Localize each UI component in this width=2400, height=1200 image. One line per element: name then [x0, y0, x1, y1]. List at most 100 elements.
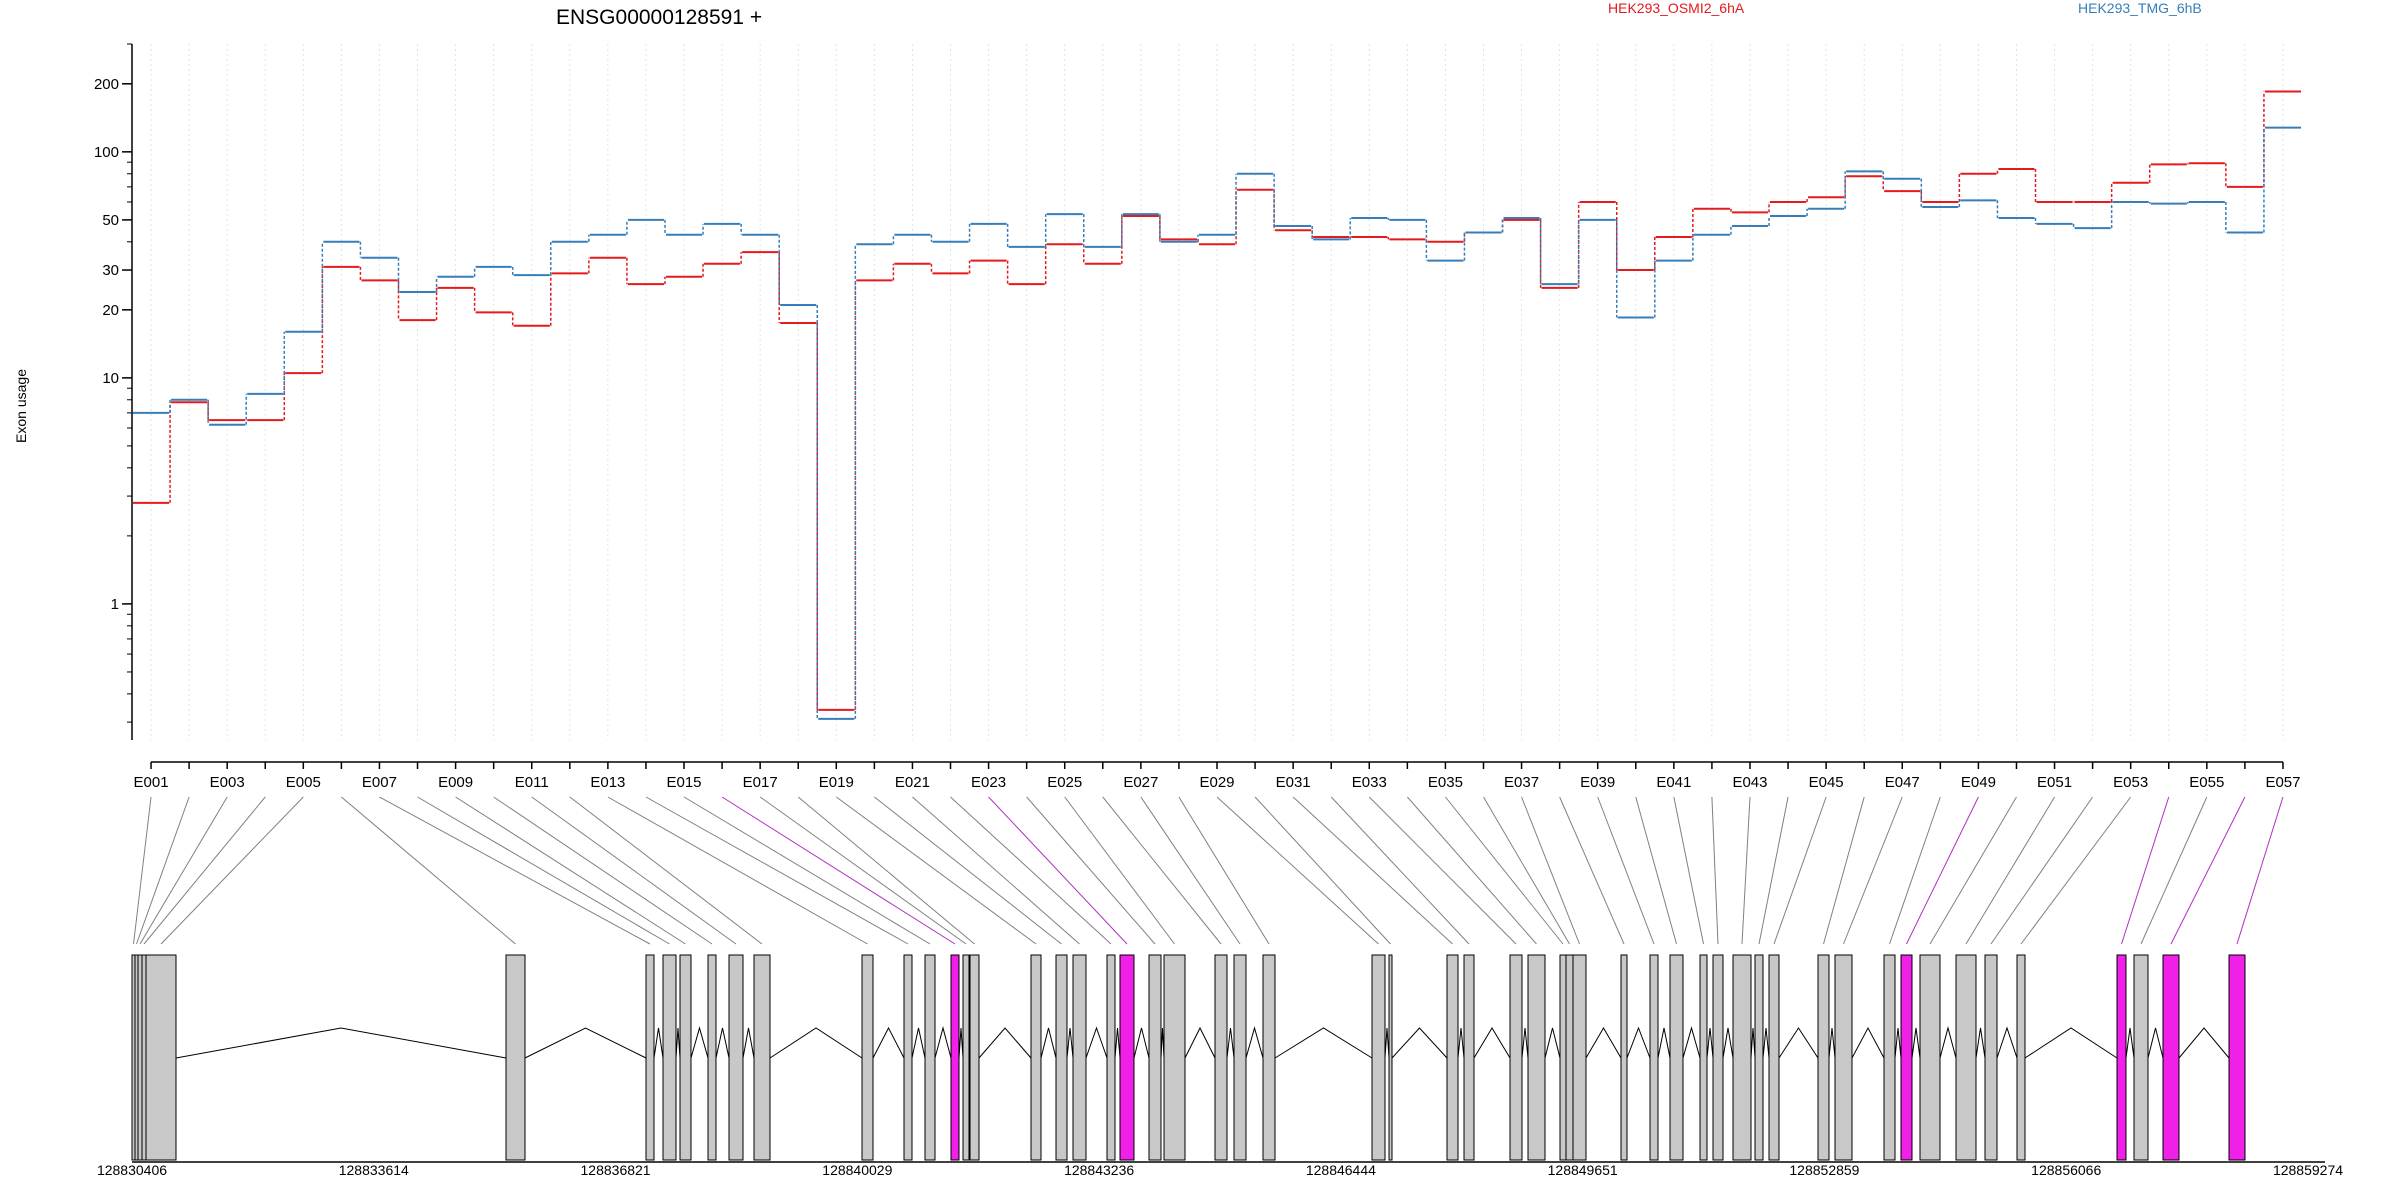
exon-block — [1768, 954, 1780, 1161]
exon-block — [861, 954, 874, 1161]
intron-line — [1391, 1027, 1448, 1059]
guide-line — [417, 796, 670, 945]
exon-block — [1620, 954, 1628, 1161]
intron-line — [1521, 1027, 1529, 1059]
exon-block — [1262, 954, 1276, 1161]
intron-line — [675, 1027, 681, 1059]
y-tick-label: 50 — [102, 212, 119, 229]
x-tick-label: E039 — [1580, 774, 1615, 791]
x-tick-label: E037 — [1504, 774, 1539, 791]
guide-line — [1483, 796, 1570, 945]
grid-lines — [150, 44, 2284, 740]
x-tick-label: E047 — [1885, 774, 1920, 791]
x-tick-label: E035 — [1428, 774, 1463, 791]
guide-line — [1330, 796, 1470, 945]
intron-line — [1066, 1027, 1074, 1059]
exon-block — [1669, 954, 1684, 1161]
guide-line — [836, 796, 1037, 945]
exon-block — [505, 954, 526, 1161]
exon-block — [1883, 954, 1896, 1161]
intron-line — [524, 1027, 647, 1059]
intron-line — [769, 1027, 863, 1059]
exon-block — [645, 954, 655, 1161]
guide-line — [143, 796, 266, 945]
exon-block — [1463, 954, 1475, 1161]
x-tick-label: E043 — [1732, 774, 1767, 791]
guide-line — [455, 796, 686, 945]
guide-line — [874, 796, 1062, 945]
guide-line — [1889, 796, 1941, 945]
guide-line — [988, 796, 1128, 945]
exon-block — [1649, 954, 1659, 1161]
guide-line — [683, 796, 931, 945]
x-tick-label: E007 — [362, 774, 397, 791]
intron-line — [1939, 1026, 1957, 1059]
guide-line — [139, 796, 228, 945]
y-axis: 1 10 20 30 50 100 200 — [94, 43, 133, 740]
guide-line — [1741, 796, 1751, 945]
exon-block — [1732, 954, 1752, 1161]
guide-line — [1711, 796, 1719, 945]
intron-line — [2178, 1027, 2230, 1059]
intron-line — [1040, 1027, 1057, 1059]
guide-line — [493, 796, 713, 945]
coordinate-axis: 128830406 128833614 128836821 128840029 1288… — [97, 1161, 2343, 1178]
intron-line — [1457, 1027, 1465, 1059]
intron-line — [2024, 1027, 2118, 1059]
exon-block — [137, 954, 143, 1161]
guide-line — [1064, 796, 1175, 945]
intron-line — [958, 1027, 964, 1059]
exon-block — [1214, 954, 1228, 1161]
exon-block — [707, 954, 717, 1161]
coordinate-label: 128846444 — [1306, 1162, 1376, 1178]
guide-line — [1773, 796, 1827, 945]
coordinate-label: 128830406 — [97, 1162, 167, 1178]
guide-line — [2236, 796, 2284, 945]
x-tick-label: E017 — [743, 774, 778, 791]
intron-line — [1133, 1027, 1150, 1059]
exon-block — [2228, 954, 2246, 1161]
x-tick-label: E029 — [1199, 774, 1234, 791]
x-tick-label: E011 — [515, 774, 549, 791]
coordinate-label: 128840029 — [822, 1162, 892, 1178]
exon-block — [1834, 954, 1853, 1161]
exon-block — [1559, 954, 1567, 1161]
intron-line — [1911, 1027, 1921, 1059]
exon-block — [950, 954, 960, 1161]
coordinate-label: 128836821 — [581, 1162, 651, 1178]
x-tick-label: E057 — [2265, 774, 2300, 791]
guide-line — [531, 796, 737, 945]
exon-block — [1148, 954, 1162, 1161]
guide-lines — [133, 796, 2284, 945]
x-tick-label: E031 — [1276, 774, 1311, 791]
intron-line — [715, 1027, 730, 1059]
guide-line — [1445, 796, 1564, 945]
guide-line — [1758, 796, 1789, 945]
intron-line — [1706, 1027, 1714, 1059]
y-tick-label: 20 — [102, 302, 119, 319]
exon-block — [903, 954, 913, 1161]
gene-title: ENSG00000128591 + — [556, 6, 762, 29]
exon-block — [1572, 954, 1587, 1161]
exon-block — [2016, 954, 2026, 1161]
exon-block — [1712, 954, 1724, 1161]
exon-block — [962, 954, 970, 1161]
intron-line — [1828, 1027, 1836, 1059]
intron-line — [1473, 1027, 1511, 1059]
x-tick-label: E019 — [819, 774, 854, 791]
guide-line — [797, 796, 975, 945]
guide-line — [2121, 796, 2170, 945]
intron-line — [1975, 1027, 1986, 1059]
x-tick-label: E049 — [1961, 774, 1996, 791]
intron-line — [1245, 1026, 1264, 1059]
intron-line — [1778, 1027, 1819, 1059]
guide-line — [2140, 796, 2208, 945]
x-tick-label: E053 — [2113, 774, 2148, 791]
exon-block — [662, 954, 677, 1161]
guide-line — [1216, 796, 1379, 945]
guide-line — [912, 796, 1080, 945]
guide-line — [1178, 796, 1270, 945]
guide-line — [1965, 796, 2055, 945]
guide-line — [341, 796, 516, 945]
intron-line — [1226, 1027, 1235, 1059]
